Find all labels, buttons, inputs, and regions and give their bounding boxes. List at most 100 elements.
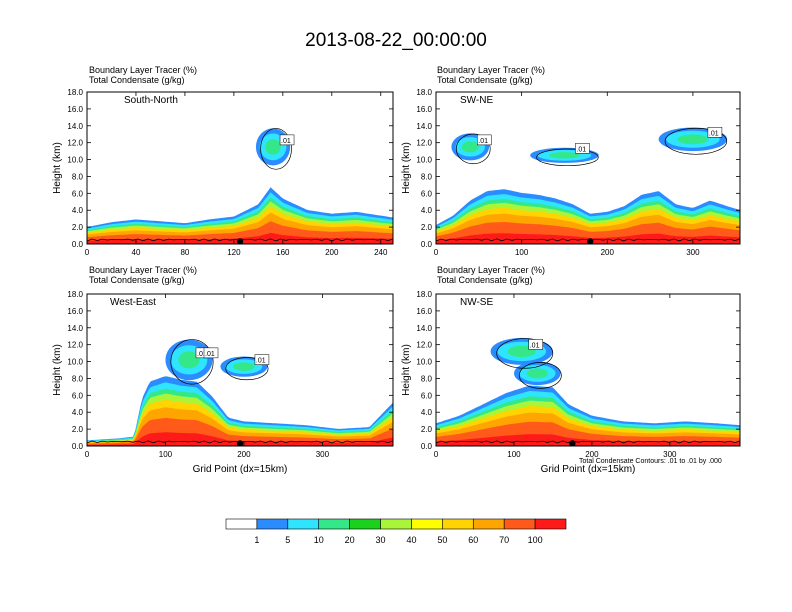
y-tick-label: 4.0 <box>72 408 84 417</box>
panel-header-tracer: Boundary Layer Tracer (%) <box>437 65 545 75</box>
colorbar-swatch <box>287 518 320 530</box>
contour-note: Total Condensate Contours: .01 to .01 by… <box>579 458 722 465</box>
colorbar-swatch <box>380 518 412 530</box>
cloud-blob-inner-1 <box>549 152 580 159</box>
contour-label-box <box>575 143 590 154</box>
y-tick-label: 2.0 <box>421 425 433 434</box>
terrain-line <box>87 238 393 242</box>
contour-label: .01 <box>197 351 207 358</box>
location-marker <box>586 238 594 244</box>
contour-label: .01 <box>709 130 719 137</box>
condensate-contour-0 <box>455 133 491 165</box>
cloud-blob-inner-0 <box>461 141 479 153</box>
x-tick-label: 300 <box>686 248 700 257</box>
figure-title: 2013-08-22_00:00:00 <box>305 30 487 51</box>
tracer-band-7 <box>436 434 740 446</box>
colorbar-label: 10 <box>314 535 324 545</box>
panel-header-condensate: Total Condensate (g/kg) <box>437 275 533 285</box>
y-tick-label: 8.0 <box>72 374 84 383</box>
panel-label: NW-SE <box>460 297 493 308</box>
y-tick-label: 16.0 <box>67 307 83 316</box>
y-tick-label: 10.0 <box>416 358 432 367</box>
colorbar-label: 50 <box>437 535 447 545</box>
contour-label: .01 <box>256 358 266 365</box>
panel-header-tracer: Boundary Layer Tracer (%) <box>437 265 545 275</box>
colorbar-label: 70 <box>499 535 509 545</box>
y-tick-label: 4.0 <box>72 206 84 215</box>
y-tick-label: 14.0 <box>416 324 432 333</box>
y-tick-label: 2.0 <box>72 425 84 434</box>
colorbar-label: 20 <box>345 535 355 545</box>
y-tick-label: 16.0 <box>416 105 432 114</box>
colorbar-swatch <box>349 518 381 530</box>
x-tick-label: 0 <box>85 450 90 459</box>
y-tick-label: 4.0 <box>421 408 433 417</box>
y-tick-label: 8.0 <box>421 172 433 181</box>
colorbar-swatch <box>318 518 350 530</box>
x-axis-label: Grid Point (dx=15km) <box>541 464 636 475</box>
plot-area <box>87 339 393 446</box>
contour-label-box <box>528 339 543 350</box>
y-tick-label: 0.0 <box>72 240 84 249</box>
condensate-contour-1 <box>536 148 599 167</box>
y-tick-label: 8.0 <box>72 172 84 181</box>
contour-label: .01 <box>530 342 540 349</box>
colorbar-swatch <box>534 518 567 530</box>
colorbar: 1 5 10 20 30 40 50 60 70 100 <box>225 518 567 545</box>
x-tick-label: 200 <box>585 450 599 459</box>
terrain-line <box>436 440 740 444</box>
contour-label: .01 <box>576 146 586 153</box>
x-tick-label: 40 <box>132 248 141 257</box>
colorbar-label: 30 <box>376 535 386 545</box>
colorbar-swatch <box>411 518 443 530</box>
y-tick-label: 16.0 <box>416 307 432 316</box>
colorbar-label: 5 <box>285 535 290 545</box>
contour-label-box <box>203 347 219 359</box>
plot-area <box>87 128 393 244</box>
contour-label-box <box>254 354 270 365</box>
panel-header-condensate: Total Condensate (g/kg) <box>437 75 533 85</box>
y-tick-label: 6.0 <box>72 189 84 198</box>
y-tick-label: 10.0 <box>416 156 432 165</box>
y-tick-label: 6.0 <box>421 189 433 198</box>
condensate-contour-0 <box>170 339 214 385</box>
contour-label: .01 <box>478 138 488 145</box>
y-tick-label: 0.0 <box>421 442 433 451</box>
panel-sw-ne: .01 .01 .01 0.0 2.0 4.0 6.0 8.0 10.0 12.0 14.0 16.0… <box>401 65 741 257</box>
y-axis-label: Height (km) <box>401 142 412 194</box>
colorbar-swatch <box>503 518 536 530</box>
x-tick-label: 300 <box>316 450 330 459</box>
colorbar-swatch <box>442 518 474 530</box>
x-tick-label: 120 <box>227 248 241 257</box>
y-tick-label: 4.0 <box>421 206 433 215</box>
location-marker <box>569 440 576 446</box>
y-tick-label: 8.0 <box>421 374 433 383</box>
panel-header-tracer: Boundary Layer Tracer (%) <box>89 265 197 275</box>
condensate-contour-0 <box>260 128 292 170</box>
cloud-blob-inner-1 <box>526 368 548 379</box>
panel-header-tracer: Boundary Layer Tracer (%) <box>89 65 197 75</box>
plot-area <box>436 337 740 446</box>
panel-frame <box>435 91 741 245</box>
y-tick-label: 2.0 <box>72 223 84 232</box>
colorbar-swatch <box>472 518 505 530</box>
cloud-blob-inner-1 <box>233 362 255 371</box>
x-tick-label: 300 <box>663 450 677 459</box>
y-tick-label: 0.0 <box>72 442 84 451</box>
cloud-blob-inner-2 <box>677 134 709 145</box>
y-tick-label: 14.0 <box>67 122 83 131</box>
contour-label-box <box>477 134 492 146</box>
y-axis-label: Height (km) <box>401 344 412 396</box>
y-tick-label: 16.0 <box>67 105 83 114</box>
y-tick-label: 18.0 <box>416 290 432 299</box>
y-tick-label: 18.0 <box>67 290 83 299</box>
contour-label-box <box>707 127 723 138</box>
colorbar-swatch <box>256 518 289 530</box>
x-tick-label: 200 <box>601 248 615 257</box>
condensate-contour-1 <box>225 357 269 381</box>
condensate-contour-0 <box>496 338 554 369</box>
x-tick-label: 100 <box>159 450 173 459</box>
colorbar-label: 60 <box>468 535 478 545</box>
location-marker <box>236 238 244 244</box>
cloud-blob-inner-0 <box>178 351 200 369</box>
